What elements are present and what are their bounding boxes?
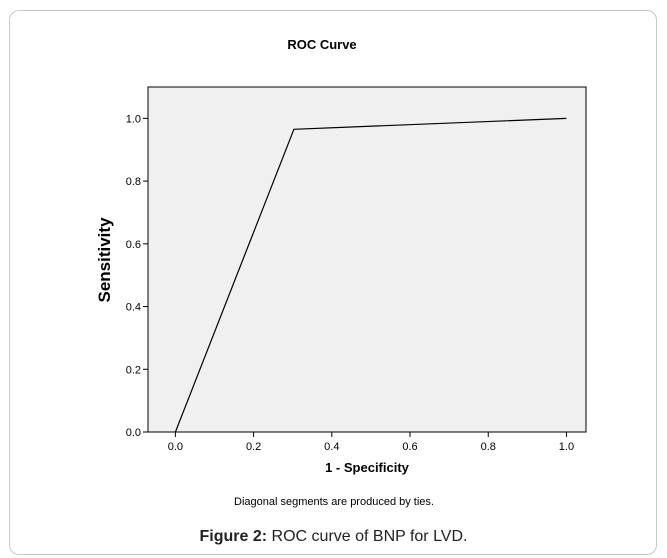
y-tick-label: 0.6	[126, 239, 141, 251]
x-axis-label: 1 - Specificity	[325, 460, 410, 475]
chart-title: ROC Curve	[287, 37, 356, 52]
y-axis-label: Sensitivity	[95, 217, 114, 303]
y-tick-label: 0.8	[126, 176, 141, 188]
figure-caption: Figure 2: ROC curve of BNP for LVD.	[0, 528, 667, 546]
roc-chart: ROC Curve 0.0 0.2 0.4 0.6 0.8 1.0 0.0 0.2 0.4 0.…	[95, 37, 587, 508]
y-tick-label: 1.0	[126, 113, 141, 125]
x-tick-label: 0.2	[246, 441, 261, 453]
y-tick-label: 0.2	[126, 364, 141, 376]
y-tick-label: 0.4	[126, 302, 141, 314]
roc-curve-line	[174, 117, 567, 433]
x-tick-label: 1.0	[559, 441, 574, 453]
x-tick-label: 0.8	[481, 441, 496, 453]
x-tick-label: 0.4	[324, 441, 339, 453]
chart-note: Diagonal segments are produced by ties.	[234, 496, 434, 508]
caption-text: ROC curve of BNP for LVD.	[271, 528, 468, 545]
caption-label: Figure 2:	[199, 528, 268, 545]
plot-area	[147, 86, 587, 433]
x-tick-label: 0.0	[168, 441, 183, 453]
y-tick-label: 0.0	[126, 427, 141, 439]
x-tick-label: 0.6	[402, 441, 417, 453]
